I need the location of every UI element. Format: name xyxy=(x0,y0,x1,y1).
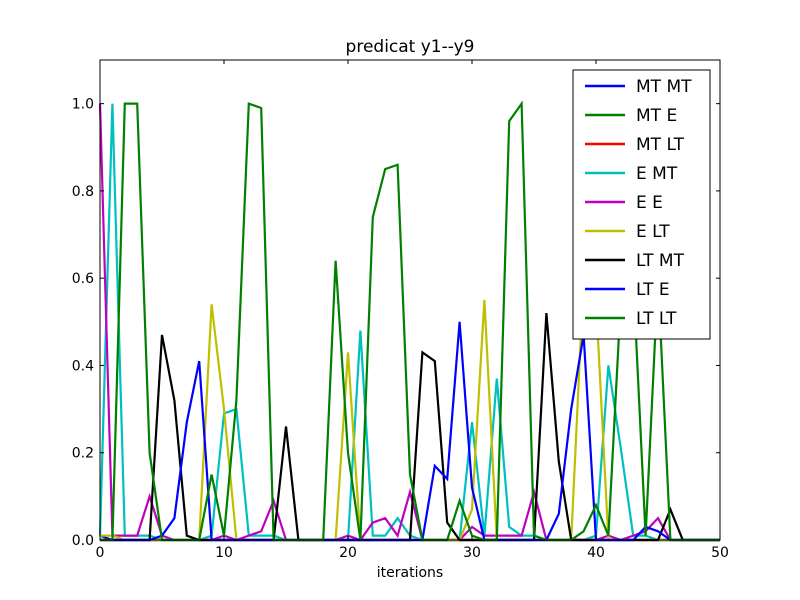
axes-frame xyxy=(99,59,721,541)
legend-label: E MT xyxy=(636,164,678,184)
series-line-8 xyxy=(100,100,720,542)
y-tick-label: 0.2 xyxy=(72,446,94,462)
y-tick-label: 0.4 xyxy=(72,358,94,374)
y-tick-label: 0.0 xyxy=(72,533,94,549)
y-tick-label: 0.8 xyxy=(72,184,94,200)
legend-label: E LT xyxy=(636,222,670,242)
x-axis-title: iterations xyxy=(377,565,443,581)
legend-label: MT LT xyxy=(636,135,685,155)
x-tick-label: 0 xyxy=(96,545,105,561)
x-tick-label: 20 xyxy=(339,545,357,561)
chart-title: predicat y1--y9 xyxy=(346,37,475,57)
legend-label: LT E xyxy=(636,280,670,300)
x-tick-label: 30 xyxy=(463,545,481,561)
y-tick-label: 1.0 xyxy=(72,97,94,113)
x-tick-label: 10 xyxy=(215,545,233,561)
x-tick-label: 40 xyxy=(587,545,605,561)
legend-label: E E xyxy=(636,193,663,213)
legend-label: MT MT xyxy=(636,77,692,97)
x-tick-label: 50 xyxy=(711,545,729,561)
legend-label: LT LT xyxy=(636,309,677,329)
y-tick-label: 0.6 xyxy=(72,271,94,287)
legend-label: LT MT xyxy=(636,251,685,271)
ticks-layer: 0 10 20 30 40 50 0.0 0.2 0.4 0.6 0.8 1.0 xyxy=(72,60,729,561)
legend: MT MT MT E MT LT E MT E E E LT LT MT LT E LT LT xyxy=(572,69,711,340)
legend-label: MT E xyxy=(636,106,677,126)
